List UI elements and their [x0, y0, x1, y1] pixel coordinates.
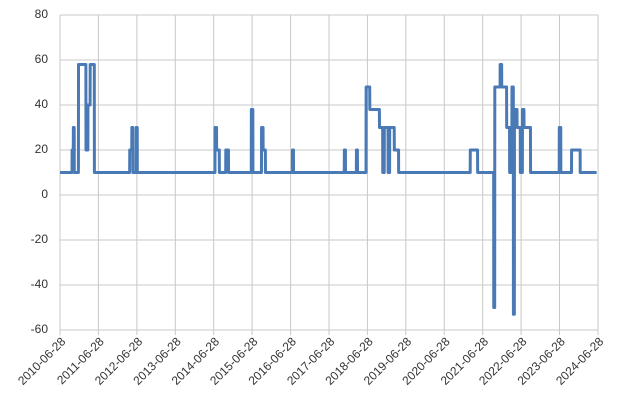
y-tick-label: 40 — [35, 97, 49, 111]
y-tick-label: -20 — [31, 232, 49, 246]
y-tick-label: -40 — [31, 277, 49, 291]
y-tick-label: -60 — [31, 322, 49, 336]
y-tick-label: 60 — [35, 52, 49, 66]
line — [60, 63, 597, 316]
y-tick-label: 20 — [35, 142, 49, 156]
y-tick-label: 0 — [41, 187, 48, 201]
y-tick-label: 80 — [35, 7, 49, 21]
